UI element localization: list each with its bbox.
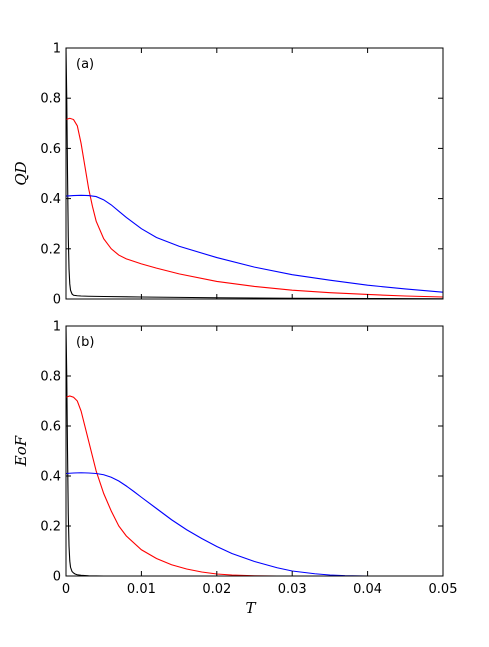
series-line-1 [66,48,443,299]
series-line-2 [66,117,443,298]
y-tick-label: 0.4 [40,470,61,485]
x-tick-label: 0.02 [202,582,231,597]
series-group [66,48,443,299]
series-line-1 [66,326,443,576]
y-tick-label: 0.2 [40,242,61,257]
panel-a: 0 0.2 0.4 0.6 0.8 1 (a) QD [12,42,444,308]
series-line-3 [66,194,443,293]
x-tick-label: 0.01 [127,582,156,597]
series-line-2 [66,395,443,576]
y-tick-label: 0.4 [40,192,61,207]
y-tick-label: 0.8 [40,370,61,385]
panel-label: (b) [76,335,94,350]
y-tick-label: 0.8 [40,92,61,107]
series-line-3 [66,472,443,576]
y-axis-label: QD [12,161,30,185]
y-tick-label: 0.6 [40,142,61,157]
y-tick-label: 1 [53,320,61,335]
y-tick-label: 0.6 [40,420,61,435]
x-axis-label: T [245,599,256,617]
y-axis-label: EoF [12,435,30,467]
axes-frame [65,325,444,577]
panel-b: 0 0.01 0.02 0.03 0.04 0.05 0 0.2 0.4 0.6 0.8 1 (b) Eo… [12,320,457,618]
y-tick-label: 1 [53,42,61,57]
x-tick-label: 0.04 [353,582,382,597]
x-tick-label: 0.05 [429,582,458,597]
x-tick-label: 0.03 [278,582,307,597]
y-tick-label: 0.2 [40,520,61,535]
series-group [66,326,443,576]
x-tick-label: 0 [62,582,70,597]
axes-frame [65,47,444,300]
panel-label: (a) [76,57,94,72]
y-tick-label: 0 [53,570,61,585]
y-tick-label: 0 [53,293,61,308]
